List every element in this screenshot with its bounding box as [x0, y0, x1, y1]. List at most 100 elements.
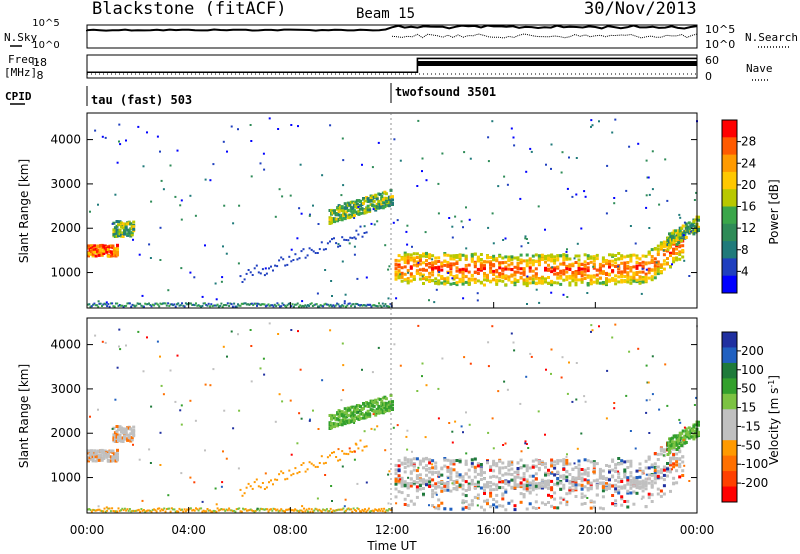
heatmap-cell	[288, 255, 291, 258]
heatmap-cell	[449, 265, 453, 269]
heatmap-cell	[629, 259, 633, 263]
heatmap-cell	[243, 278, 246, 281]
heatmap-cell	[385, 509, 388, 512]
heatmap-cell	[333, 237, 335, 240]
heatmap-cell	[586, 254, 590, 258]
heatmap-cell	[653, 473, 657, 477]
heatmap-cell	[574, 281, 578, 285]
heatmap-cell	[387, 297, 390, 300]
heatmap-cell	[451, 430, 454, 433]
heatmap-cell	[394, 472, 398, 476]
heatmap-cell	[675, 236, 679, 240]
heatmap-cell	[443, 488, 447, 492]
heatmap-cell	[440, 268, 444, 272]
heatmap-cell	[617, 457, 621, 460]
heatmap-cell	[352, 507, 355, 510]
heatmap-cell	[510, 268, 514, 272]
heatmap-cell	[576, 242, 579, 245]
heatmap-cell	[343, 422, 347, 426]
heatmap-cell	[476, 504, 479, 507]
heatmap-cell	[586, 275, 590, 279]
heatmap-cell	[226, 150, 228, 153]
heatmap-cell	[406, 448, 409, 451]
heatmap-cell	[577, 459, 581, 463]
heatmap-cell	[268, 481, 270, 484]
heatmap-cell	[97, 458, 101, 462]
heatmap-cell	[483, 264, 486, 268]
heatmap-cell	[268, 267, 270, 270]
heatmap-cell	[179, 304, 182, 307]
heatmap-cell	[695, 396, 698, 399]
heatmap-cell	[192, 508, 195, 511]
heatmap-cell	[403, 257, 407, 261]
heatmap-cell	[458, 473, 462, 477]
heatmap-cell	[559, 501, 563, 505]
heatmap-cell	[568, 276, 572, 280]
heatmap-cell	[148, 509, 150, 512]
heatmap-cell	[492, 463, 496, 467]
heatmap-cell	[537, 256, 541, 260]
heatmap-cell	[146, 131, 148, 134]
heatmap-cell	[112, 305, 115, 308]
heatmap-cell	[510, 478, 514, 482]
heatmap-cell	[294, 253, 297, 256]
heatmap-cell	[415, 477, 419, 480]
heatmap-cell	[620, 495, 624, 499]
heatmap-cell	[153, 304, 156, 307]
velocity-colorbar-tick-label-6: -100	[741, 457, 768, 471]
heatmap-cell	[124, 430, 128, 434]
heatmap-cell	[669, 456, 672, 460]
heatmap-cell	[102, 252, 106, 255]
heatmap-cell	[153, 508, 156, 511]
heatmap-cell	[290, 474, 293, 477]
heatmap-cell	[668, 243, 671, 247]
heatmap-cell	[507, 267, 511, 271]
heatmap-cell	[510, 467, 514, 471]
heatmap-cell	[553, 464, 557, 467]
heatmap-cell	[88, 508, 91, 510]
heatmap-cell	[606, 164, 609, 167]
heatmap-cell	[151, 303, 154, 306]
nave-tick-top-right: 60	[705, 54, 719, 67]
heatmap-cell	[659, 449, 663, 453]
heatmap-cell	[377, 199, 381, 203]
heatmap-cell	[422, 267, 425, 271]
heatmap-cell	[298, 207, 301, 210]
heatmap-cell	[361, 508, 364, 511]
heatmap-cell	[681, 474, 685, 477]
heatmap-cell	[550, 462, 554, 466]
heatmap-cell	[666, 248, 670, 251]
heatmap-cell	[204, 383, 207, 386]
heatmap-cell	[113, 434, 117, 438]
heatmap-cell	[276, 302, 279, 305]
heatmap-cell	[177, 510, 180, 513]
heatmap-cell	[510, 462, 514, 466]
heatmap-cell	[608, 484, 611, 488]
heatmap-cell	[550, 257, 554, 261]
heatmap-cell	[345, 305, 347, 308]
heatmap-cell	[225, 252, 228, 255]
heatmap-cell	[334, 509, 337, 512]
heatmap-cell	[397, 464, 401, 468]
heatmap-cell	[560, 171, 563, 174]
heatmap-cell	[310, 248, 313, 251]
heatmap-cell	[623, 275, 627, 278]
heatmap-cell	[656, 250, 660, 254]
heatmap-cell	[355, 202, 359, 206]
heatmap-cell	[650, 255, 654, 258]
heatmap-cell	[126, 427, 130, 431]
heatmap-cell	[461, 483, 465, 487]
heatmap-cell	[556, 265, 560, 269]
heatmap-cell	[397, 479, 401, 483]
heatmap-cell	[245, 272, 248, 275]
heatmap-cell	[328, 510, 331, 512]
heatmap-cell	[431, 484, 435, 488]
heatmap-cell	[409, 499, 413, 503]
heatmap-cell	[547, 254, 550, 258]
heatmap-cell	[577, 470, 581, 474]
heatmap-cell	[528, 276, 532, 280]
heatmap-cell	[353, 450, 356, 453]
heatmap-cell	[644, 487, 648, 491]
heatmap-cell	[635, 264, 639, 268]
heatmap-cell	[350, 305, 353, 308]
